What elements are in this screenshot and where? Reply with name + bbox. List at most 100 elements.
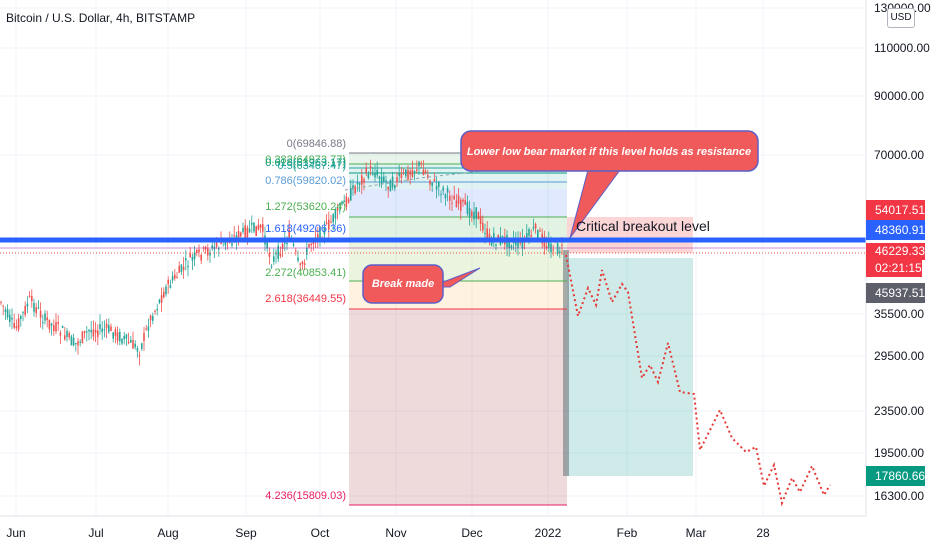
- candle-body: [152, 315, 154, 321]
- candle-body: [24, 305, 26, 315]
- candle-body: [123, 335, 125, 340]
- candle-body: [477, 212, 480, 220]
- candle-body: [2, 305, 4, 307]
- candle-body: [97, 330, 99, 337]
- candle-body: [356, 182, 359, 185]
- candle-body: [242, 227, 244, 232]
- candle-body: [352, 185, 354, 190]
- candle-body: [273, 256, 275, 262]
- projection-dark-bar: [563, 250, 569, 476]
- candle-body: [262, 224, 264, 232]
- candle-body: [127, 341, 130, 344]
- candle-body: [72, 337, 75, 346]
- candle-body: [396, 177, 398, 183]
- price-tick-label: 29500.00: [874, 349, 924, 363]
- candle-body: [141, 343, 143, 349]
- fib-level-label: 1.272(53620.24): [265, 201, 346, 213]
- candle-body: [198, 249, 200, 253]
- fib-level-label: 2.618(36449.55): [265, 293, 346, 305]
- candle-body: [453, 195, 455, 200]
- candle-body: [361, 175, 363, 185]
- candle-body: [121, 338, 123, 344]
- candle-body: [299, 263, 301, 265]
- currency-button[interactable]: USD: [887, 8, 915, 28]
- candle-body: [488, 233, 491, 240]
- candle-body: [468, 207, 471, 217]
- candle-body: [334, 209, 337, 219]
- candle-body: [136, 348, 139, 352]
- candle-body: [268, 253, 271, 257]
- candle-body: [394, 185, 396, 189]
- time-tick-label: Sep: [235, 526, 257, 540]
- candle-body: [83, 331, 86, 333]
- candle-body: [105, 323, 108, 329]
- fib-level-label: 0(69846.88): [287, 138, 346, 150]
- candle-body: [310, 243, 312, 245]
- candle-body: [508, 240, 510, 249]
- candle-body: [292, 244, 295, 246]
- candle-body: [231, 243, 233, 246]
- fib-level-label: 0.618(61963.17): [265, 157, 346, 169]
- countdown-timer: 02:21:15: [866, 260, 922, 277]
- critical-level-box[interactable]: [567, 217, 693, 253]
- projection-profit-zone[interactable]: [567, 258, 693, 476]
- lower-low-callout[interactable]: Lower low bear market if this level hold…: [460, 130, 759, 239]
- candle-body: [174, 274, 176, 279]
- symbol-title[interactable]: Bitcoin / U.S. Dollar, 4h, BITSTAMP: [6, 11, 196, 25]
- candle-body: [266, 238, 268, 249]
- candle-body: [101, 328, 103, 333]
- candle-body: [233, 235, 235, 237]
- candle-body: [530, 235, 532, 237]
- candle-body: [303, 263, 306, 265]
- candle-body: [389, 180, 392, 192]
- candle-body: [422, 169, 425, 176]
- candle-body: [336, 207, 339, 211]
- candle-body: [405, 169, 407, 177]
- chart-grid: [0, 0, 866, 516]
- candle-body: [501, 235, 504, 238]
- time-scale-bg: [0, 516, 932, 550]
- candle-body: [279, 254, 282, 257]
- candle-body: [534, 223, 537, 229]
- time-tick-label: 2022: [535, 526, 562, 540]
- candle-body: [187, 265, 189, 268]
- candle-body: [559, 251, 561, 253]
- candle-body: [515, 239, 517, 246]
- candle-body: [376, 169, 378, 176]
- candle-body: [479, 215, 482, 225]
- candle-body: [323, 227, 326, 235]
- fib-level-label: 1.618(49206.36): [265, 223, 346, 235]
- lower-low-callout-text: Lower low bear market if this level hold…: [467, 146, 751, 158]
- candle-body: [482, 222, 484, 231]
- candle-body: [59, 332, 62, 336]
- candle-body: [77, 341, 79, 346]
- candle-body: [147, 326, 150, 331]
- candle-body: [37, 307, 40, 309]
- candle-body: [211, 245, 213, 249]
- candle-body: [255, 226, 257, 236]
- break-made-callout[interactable]: Break made: [362, 264, 481, 304]
- time-tick-label: 28: [756, 526, 770, 540]
- candle-body: [486, 228, 488, 238]
- candle-body: [57, 322, 59, 324]
- candle-body: [411, 169, 414, 177]
- fib-level-label: 4.236(15809.03): [265, 490, 346, 502]
- candle-body: [209, 252, 211, 256]
- candle-body: [119, 332, 121, 342]
- candle-body: [39, 310, 42, 318]
- candle-body: [244, 225, 246, 240]
- candle-body: [367, 173, 370, 179]
- candle-body: [317, 234, 319, 241]
- candle-body: [253, 222, 255, 232]
- candle-body: [167, 279, 169, 285]
- candle-body: [169, 285, 172, 288]
- candle-body: [13, 323, 15, 328]
- candle-body: [48, 319, 51, 330]
- candle-body: [380, 176, 383, 184]
- candle-body: [495, 244, 497, 246]
- candle-body: [103, 329, 106, 331]
- candle-body: [372, 173, 374, 175]
- candle-body: [189, 253, 191, 258]
- candle-body: [35, 307, 37, 314]
